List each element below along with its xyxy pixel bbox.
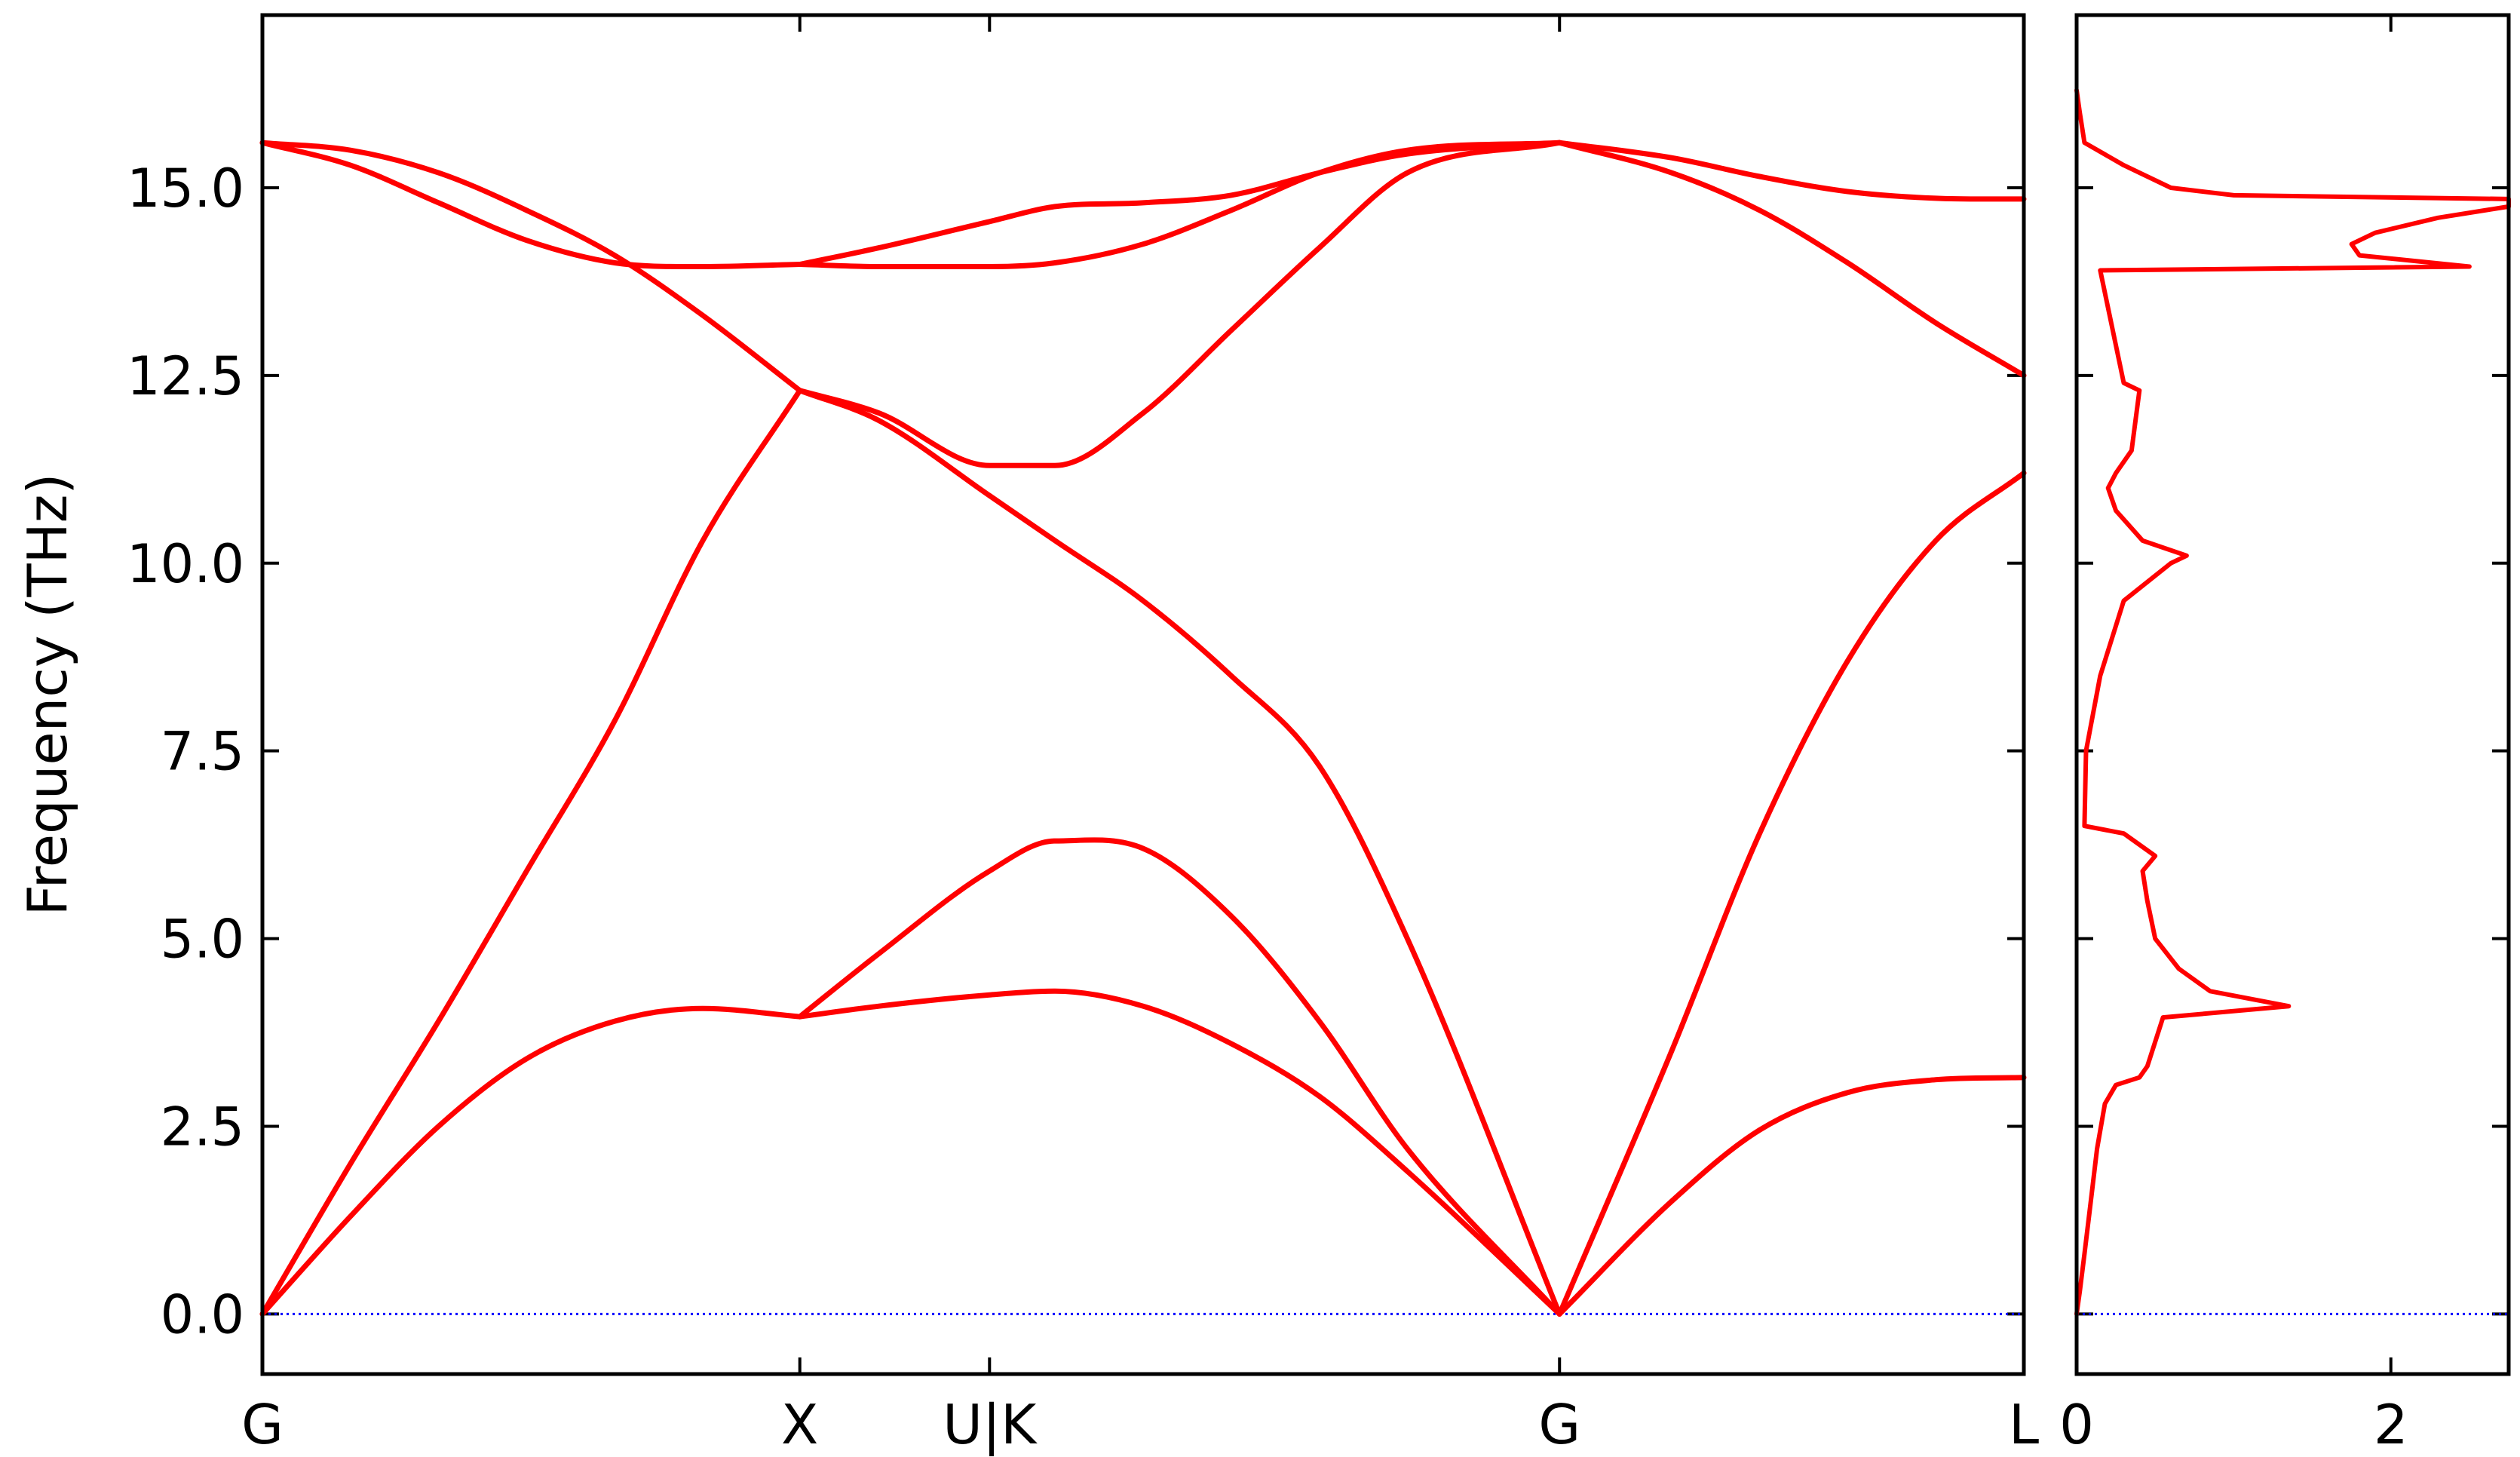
band-line [1556, 1075, 2027, 1317]
band-line [797, 988, 1562, 1317]
y-tick-labels: 0.0 2.5 5.0 7.5 10.0 12.5 15.0 [127, 158, 244, 1345]
x-tick-label: X [781, 1393, 818, 1456]
band-line [259, 140, 803, 394]
x-tick-label: U|K [943, 1393, 1038, 1457]
dos-plot-frame [2074, 13, 2511, 1376]
band-line [259, 140, 803, 270]
y-tick-label: 12.5 [127, 345, 244, 407]
x-tick-labels: G X U|K G L [241, 1393, 2039, 1457]
band-line [797, 140, 1562, 468]
x-tick-label: G [1538, 1393, 1580, 1456]
x-tick-label: G [241, 1393, 284, 1456]
band-plot-frame [260, 13, 2026, 1376]
band-tick-marks [261, 15, 2025, 1374]
band-line [797, 140, 1562, 270]
band-line [259, 1005, 803, 1317]
band-line [1556, 140, 2027, 202]
y-tick-label: 7.5 [161, 721, 244, 783]
band-structure-panel: 0.0 2.5 5.0 7.5 10.0 12.5 15.0 G X U|K G L Frequen… [16, 13, 2039, 1457]
dos-line [2074, 87, 2511, 1317]
band-line [797, 837, 1562, 1317]
x-tick-label: L [2009, 1393, 2039, 1456]
y-tick-label: 10.0 [127, 533, 244, 595]
band-line [1556, 470, 2027, 1317]
band-line [797, 388, 1562, 1317]
band-line [1556, 140, 2027, 379]
y-tick-label: 2.5 [161, 1096, 244, 1158]
y-tick-label: 0.0 [161, 1284, 244, 1345]
band-line [797, 140, 1562, 267]
dos-x-tick-label: 2 [2374, 1393, 2408, 1456]
band-line [259, 388, 803, 1317]
y-tick-label: 5.0 [161, 909, 244, 971]
dos-x-tick-label: 0 [2059, 1393, 2094, 1456]
dos-series-group [2074, 87, 2511, 1317]
y-axis-label: Frequency (THz) [16, 474, 79, 916]
y-tick-label: 15.0 [127, 158, 244, 219]
band-series-group [259, 140, 2027, 1317]
